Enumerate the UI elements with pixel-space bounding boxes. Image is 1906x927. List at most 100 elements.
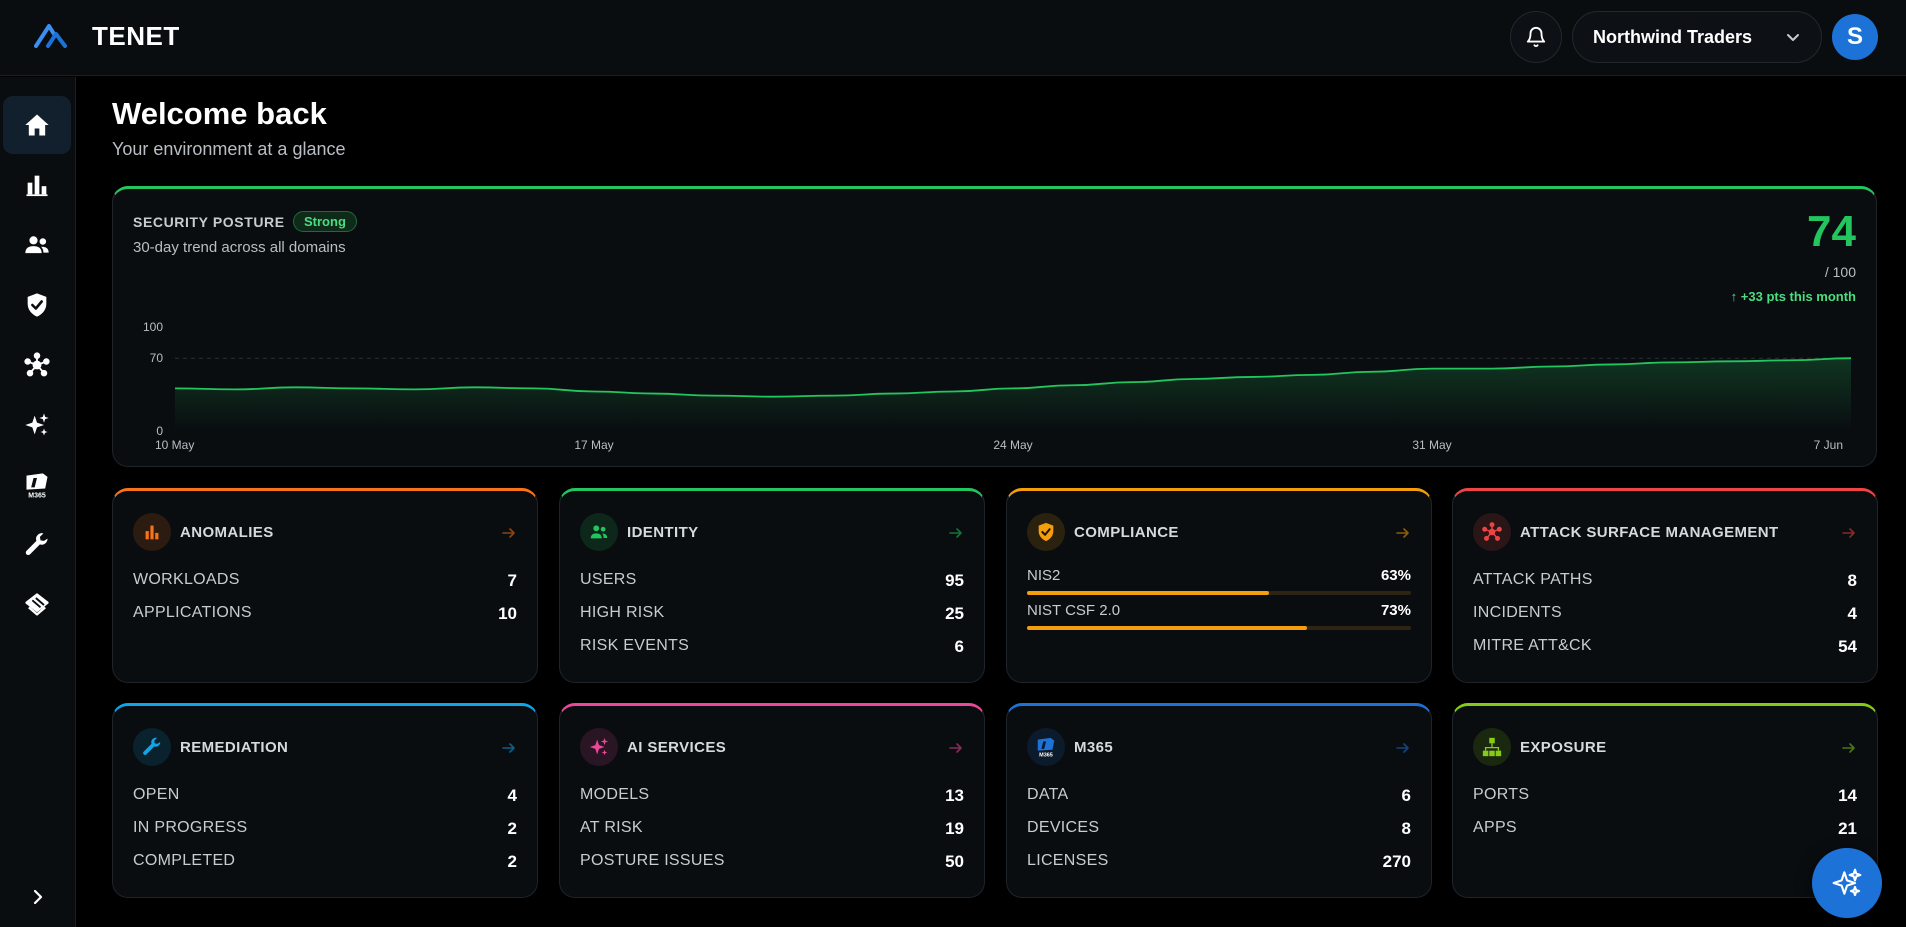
arrow-right-icon[interactable]: [501, 740, 517, 756]
sidebar-item-compliance[interactable]: [3, 276, 71, 334]
metric-row[interactable]: WORKLOADS 7: [133, 571, 517, 593]
metric-row[interactable]: APPLICATIONS 10: [133, 604, 517, 626]
metric-label: USERS: [580, 571, 637, 588]
data-point: [1252, 376, 1254, 378]
card-identity[interactable]: IDENTITY USERS 95 HIGH RISK 25 RISK EVENTS 6: [559, 488, 985, 683]
metric-value: 50: [945, 852, 964, 871]
data-point: [1132, 381, 1134, 383]
card-title: IDENTITY: [627, 524, 699, 541]
metric-row[interactable]: COMPLETED 2: [133, 852, 517, 874]
organization-selector[interactable]: Northwind Traders: [1572, 11, 1822, 63]
data-point: [1192, 378, 1194, 380]
card-ai[interactable]: AI SERVICES MODELS 13 AT RISK 19 POSTURE ISSU…: [559, 703, 985, 898]
compliance-framework-row[interactable]: NIST CSF 2.0 73%: [1027, 602, 1411, 632]
user-avatar[interactable]: S: [1832, 14, 1878, 60]
card-compliance[interactable]: COMPLIANCE NIS2 63% NIST CSF 2.0 73%: [1006, 488, 1432, 683]
framework-label: NIST CSF 2.0: [1027, 602, 1121, 619]
metric-row[interactable]: DATA 6: [1027, 786, 1411, 808]
network-icon: [24, 352, 50, 377]
metric-row[interactable]: AT RISK 19: [580, 819, 964, 841]
sidebar-item-analytics[interactable]: [3, 156, 71, 214]
metric-row[interactable]: ATTACK PATHS 8: [1473, 571, 1857, 593]
x-tick-label: 17 May: [574, 438, 613, 452]
metric-label: POSTURE ISSUES: [580, 852, 725, 869]
users-icon: [588, 521, 610, 543]
metric-row[interactable]: HIGH RISK 25: [580, 604, 964, 626]
page-title: Welcome back: [112, 96, 327, 131]
metric-row[interactable]: OPEN 4: [133, 786, 517, 808]
arrow-right-icon[interactable]: [1395, 525, 1411, 541]
tenet-logo-icon[interactable]: [34, 20, 68, 50]
metric-label: ATTACK PATHS: [1473, 571, 1593, 588]
arrow-right-icon[interactable]: [1395, 740, 1411, 756]
metric-row[interactable]: POSTURE ISSUES 50: [580, 852, 964, 874]
sidebar-item-exposure[interactable]: [3, 576, 71, 634]
arrow-right-icon[interactable]: [1841, 525, 1857, 541]
metric-value: 8: [1401, 819, 1411, 838]
metric-row[interactable]: INCIDENTS 4: [1473, 604, 1857, 626]
security-posture-card[interactable]: 0 70 100 10 May 17 May 24 May 31 May 7 Jun SECU…: [112, 186, 1877, 467]
metric-value: 95: [945, 571, 964, 590]
metric-row[interactable]: MITRE ATT&CK 54: [1473, 637, 1857, 659]
home-icon: [25, 114, 49, 136]
metric-row[interactable]: DEVICES 8: [1027, 819, 1411, 841]
data-point: [1611, 364, 1613, 366]
metric-row[interactable]: LICENSES 270: [1027, 852, 1411, 874]
posture-score-trend: ↑ +33 pts this month: [1730, 289, 1856, 304]
metric-label: OPEN: [133, 786, 180, 803]
metric-row[interactable]: IN PROGRESS 2: [133, 819, 517, 841]
posture-status-badge: Strong: [293, 211, 357, 232]
posture-trend-chart: 0 70 100 10 May 17 May 24 May 31 May 7 Jun: [143, 320, 1852, 452]
card-icon-wrap: [1473, 513, 1511, 551]
card-icon-wrap: [133, 728, 171, 766]
metric-row[interactable]: RISK EVENTS 6: [580, 637, 964, 659]
data-point: [1072, 384, 1074, 386]
card-exposure[interactable]: EXPOSURE PORTS 14 APPS 21: [1452, 703, 1878, 898]
y-tick-label: 0: [156, 424, 163, 438]
sidebar-item-home[interactable]: [3, 96, 71, 154]
bell-icon: [1526, 27, 1546, 48]
card-title: REMEDIATION: [180, 739, 289, 756]
m365-icon: M365: [26, 473, 48, 499]
metric-value: 25: [945, 604, 964, 623]
notifications-button[interactable]: [1510, 11, 1562, 63]
shield-check-icon: [1035, 521, 1057, 543]
compliance-framework-row[interactable]: NIS2 63%: [1027, 567, 1411, 597]
data-point: [1012, 388, 1014, 390]
arrow-right-icon[interactable]: [948, 525, 964, 541]
metric-row[interactable]: PORTS 14: [1473, 786, 1857, 808]
metric-row[interactable]: APPS 21: [1473, 819, 1857, 841]
metric-label: DATA: [1027, 786, 1069, 803]
arrow-right-icon[interactable]: [1841, 740, 1857, 756]
data-point: [892, 393, 894, 395]
card-asm[interactable]: ATTACK SURFACE MANAGEMENT ATTACK PATHS 8 IN…: [1452, 488, 1878, 683]
arrow-right-icon[interactable]: [948, 740, 964, 756]
arrow-right-icon[interactable]: [501, 525, 517, 541]
card-m365[interactable]: M365 M365 DATA 6 DEVICES 8 LICENSES 270: [1006, 703, 1432, 898]
card-title: COMPLIANCE: [1074, 524, 1179, 541]
card-anomalies[interactable]: ANOMALIES WORKLOADS 7 APPLICATIONS 10: [112, 488, 538, 683]
expand-sidebar-button[interactable]: [24, 883, 52, 911]
card-remediation[interactable]: REMEDIATION OPEN 4 IN PROGRESS 2 COMPLETED 2: [112, 703, 538, 898]
data-point: [1311, 374, 1313, 376]
sidebar-item-m365[interactable]: M365: [3, 456, 71, 514]
sparkles-icon: [1832, 868, 1862, 897]
data-point: [1551, 366, 1553, 368]
metric-label: RISK EVENTS: [580, 637, 690, 654]
card-icon-wrap: [580, 728, 618, 766]
metric-row[interactable]: MODELS 13: [580, 786, 964, 808]
sidebar-item-identity[interactable]: [3, 216, 71, 274]
x-tick-label: 10 May: [155, 438, 194, 452]
ai-assistant-button[interactable]: [1812, 848, 1882, 918]
wrench-icon: [25, 533, 48, 556]
y-tick-label: 70: [150, 351, 164, 365]
sidebar-item-ai-services[interactable]: [3, 396, 71, 454]
sidebar-item-attack-surface[interactable]: [3, 336, 71, 394]
data-point: [952, 391, 954, 393]
metric-value: 4: [507, 786, 517, 805]
y-tick-label: 100: [143, 320, 163, 334]
metric-row[interactable]: USERS 95: [580, 571, 964, 593]
series-line: [174, 357, 1852, 398]
x-tick-label: 31 May: [1412, 438, 1451, 452]
sidebar-item-remediation[interactable]: [3, 516, 71, 574]
